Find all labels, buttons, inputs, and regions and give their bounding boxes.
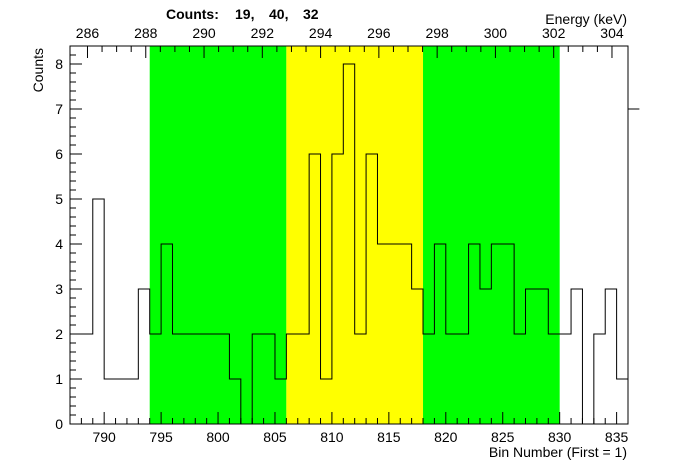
energy-tick-label: 286: [76, 25, 100, 41]
y-axis-title: Counts: [30, 48, 46, 92]
counts-right-value: 32: [303, 6, 319, 22]
y-tick-label: 2: [55, 326, 63, 342]
y-tick-label: 4: [55, 236, 63, 252]
y-tick-label: 5: [55, 191, 63, 207]
y-tick-label: 7: [55, 101, 63, 117]
energy-tick-label: 292: [251, 25, 275, 41]
tick-labels: 790 795 800 805 810 815 820 825 830 8350123456782…: [55, 25, 628, 445]
energy-tick-label: 304: [600, 25, 624, 41]
region-background-right: [423, 46, 560, 424]
x-tick-label: 800: [206, 429, 230, 445]
x-tick-label: 820: [434, 429, 458, 445]
histogram-outline: [70, 63, 640, 425]
x-tick-label: 805: [263, 429, 287, 445]
energy-tick-label: 300: [484, 25, 508, 41]
counts-peak-value: 40,: [269, 6, 288, 22]
y-tick-label: 3: [55, 281, 63, 297]
x-tick-label: 790: [92, 429, 116, 445]
y-tick-label: 1: [55, 371, 63, 387]
counts-left-value: 19,: [235, 6, 254, 22]
y-tick-label: 0: [55, 416, 63, 432]
x-tick-label: 810: [320, 429, 344, 445]
x-tick-label: 795: [149, 429, 173, 445]
energy-tick-label: 302: [542, 25, 566, 41]
x-tick-label: 825: [491, 429, 515, 445]
y-tick-label: 8: [55, 56, 63, 72]
axis-ticks: [69, 45, 629, 425]
counts-title-label: Counts:: [166, 6, 219, 22]
x-tick-label: 835: [605, 429, 629, 445]
x-tick-label: 815: [377, 429, 401, 445]
region-background-left: [149, 46, 287, 424]
energy-tick-label: 298: [425, 25, 449, 41]
x-axis-title: Bin Number (First = 1): [489, 444, 627, 460]
y-tick-label: 6: [55, 146, 63, 162]
energy-tick-label: 294: [309, 25, 333, 41]
energy-tick-label: 288: [134, 25, 158, 41]
energy-tick-label: 290: [192, 25, 216, 41]
energy-tick-label: 296: [367, 25, 391, 41]
energy-axis-title: Energy (keV): [545, 11, 627, 27]
x-tick-label: 830: [548, 429, 572, 445]
